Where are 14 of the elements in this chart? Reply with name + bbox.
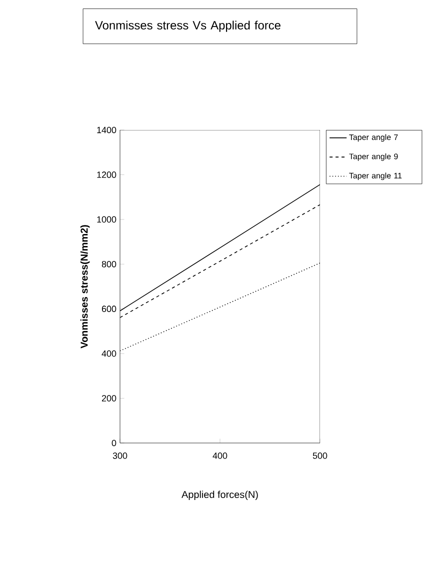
x-tick-label: 400 [212, 452, 228, 459]
x-tick-label: 500 [312, 452, 328, 459]
y-tick-label: 0 [112, 440, 116, 446]
y-tick-label: 1400 [97, 126, 116, 134]
y-tick-label: 800 [102, 260, 116, 268]
y-axis-title: Vonmisses stress(N/mm2) [80, 225, 90, 348]
chart-title: Vonmisses stress Vs Applied force [95, 20, 280, 32]
x-axis-title: Applied forces(N) [182, 490, 258, 500]
y-tick-label: 200 [102, 395, 116, 402]
y-tick-label: 600 [102, 306, 116, 312]
x-tick-label: 300 [112, 452, 128, 459]
y-tick-label: 1000 [97, 216, 116, 223]
y-tick-label: 400 [102, 350, 116, 357]
y-tick-label: 1200 [97, 172, 116, 178]
